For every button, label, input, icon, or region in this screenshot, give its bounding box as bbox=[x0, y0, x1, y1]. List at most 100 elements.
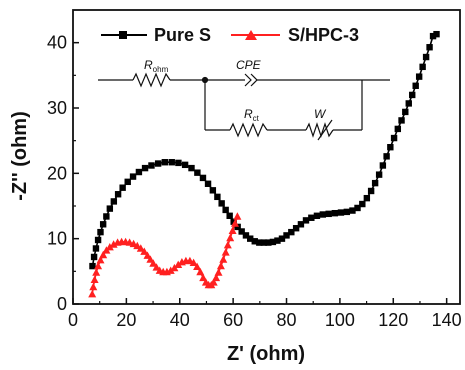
data-point bbox=[219, 255, 228, 263]
data-point bbox=[214, 268, 223, 276]
data-point bbox=[105, 243, 114, 251]
cpe-element bbox=[244, 73, 252, 87]
data-point bbox=[90, 275, 99, 283]
data-point bbox=[379, 162, 387, 169]
x-tick-label: 0 bbox=[68, 310, 78, 330]
data-point bbox=[188, 164, 195, 172]
legend-label-shpc3: S/HPC-3 bbox=[288, 25, 359, 45]
r-ct-resistor bbox=[229, 122, 268, 138]
data-point bbox=[234, 223, 241, 231]
data-point bbox=[218, 200, 225, 207]
label-w: W bbox=[314, 107, 327, 121]
data-point bbox=[161, 159, 169, 166]
data-point bbox=[146, 255, 155, 263]
data-point bbox=[181, 161, 189, 169]
warburg-element bbox=[305, 122, 334, 138]
series-shpc-3 bbox=[88, 212, 242, 298]
data-point bbox=[92, 268, 101, 276]
data-point bbox=[89, 262, 96, 270]
data-point bbox=[297, 221, 305, 228]
data-point bbox=[174, 260, 183, 268]
data-point bbox=[216, 261, 225, 270]
data-point bbox=[96, 256, 105, 264]
data-point bbox=[140, 247, 149, 255]
legend-marker-shpc3 bbox=[245, 30, 257, 40]
data-point bbox=[189, 258, 198, 266]
x-tick-label: 40 bbox=[170, 310, 190, 330]
data-point bbox=[90, 253, 98, 261]
data-point bbox=[247, 235, 254, 242]
data-point bbox=[136, 244, 145, 252]
data-point bbox=[331, 209, 339, 217]
data-point bbox=[256, 239, 263, 246]
data-point bbox=[110, 198, 118, 205]
data-point bbox=[325, 210, 332, 218]
data-point bbox=[319, 211, 327, 218]
data-point bbox=[89, 282, 98, 291]
data-point bbox=[143, 251, 152, 259]
data-point bbox=[135, 168, 143, 176]
x-tick-label: 20 bbox=[116, 310, 136, 330]
y-axis-ticks: 0 10 20 30 40 bbox=[47, 33, 79, 314]
data-point bbox=[94, 236, 102, 244]
data-point bbox=[349, 207, 356, 214]
data-point bbox=[149, 259, 158, 267]
data-point bbox=[99, 221, 107, 228]
data-point bbox=[199, 174, 207, 182]
data-point bbox=[394, 125, 402, 133]
y-axis-title: -Z'' (ohm) bbox=[9, 111, 31, 200]
data-point bbox=[221, 248, 230, 256]
data-point bbox=[371, 179, 379, 187]
data-point bbox=[199, 273, 208, 282]
data-point bbox=[429, 32, 437, 40]
data-point bbox=[154, 160, 162, 167]
data-point bbox=[367, 187, 375, 195]
label-r-ct: Rct bbox=[244, 107, 260, 123]
data-point bbox=[222, 206, 229, 214]
data-point bbox=[106, 205, 114, 212]
data-point bbox=[308, 214, 315, 221]
x-tick-label: 120 bbox=[378, 310, 408, 330]
warburg-slash bbox=[317, 119, 333, 141]
label-cpe: CPE bbox=[236, 58, 262, 72]
data-point bbox=[193, 262, 202, 270]
data-point bbox=[383, 153, 390, 160]
data-point bbox=[390, 134, 398, 142]
r-ohm-resistor bbox=[132, 72, 171, 88]
data-point bbox=[419, 63, 426, 71]
data-point bbox=[226, 233, 235, 242]
data-point bbox=[269, 238, 277, 246]
data-point bbox=[409, 91, 416, 99]
y-tick-label: 40 bbox=[47, 33, 67, 53]
data-point bbox=[168, 159, 175, 166]
data-point bbox=[343, 208, 351, 216]
equivalent-circuit bbox=[98, 72, 390, 141]
data-point bbox=[124, 178, 131, 186]
data-point bbox=[402, 108, 409, 116]
data-point bbox=[94, 261, 103, 270]
data-point bbox=[170, 263, 179, 272]
data-point bbox=[109, 240, 118, 248]
data-point bbox=[196, 267, 205, 276]
legend: Pure S S/HPC-3 bbox=[101, 25, 359, 45]
data-point bbox=[129, 173, 137, 180]
data-point bbox=[238, 228, 245, 235]
data-point bbox=[415, 73, 423, 80]
data-point bbox=[398, 117, 405, 124]
data-point bbox=[292, 225, 300, 232]
x-tick-label: 140 bbox=[432, 310, 462, 330]
x-axis-ticks: 0 20 40 60 80 100 120 140 bbox=[68, 298, 462, 330]
y-tick-label: 30 bbox=[47, 98, 67, 118]
x-tick-label: 100 bbox=[325, 310, 355, 330]
data-point bbox=[141, 164, 149, 172]
x-tick-label: 80 bbox=[277, 310, 297, 330]
data-point bbox=[103, 213, 110, 220]
x-tick-label: 60 bbox=[223, 310, 243, 330]
data-point bbox=[265, 239, 272, 246]
data-point bbox=[228, 226, 237, 234]
data-point bbox=[251, 238, 258, 245]
y-tick-label: 10 bbox=[47, 229, 67, 249]
data-point bbox=[354, 204, 361, 212]
data-point bbox=[302, 217, 310, 224]
cpe-element-2 bbox=[250, 73, 258, 87]
